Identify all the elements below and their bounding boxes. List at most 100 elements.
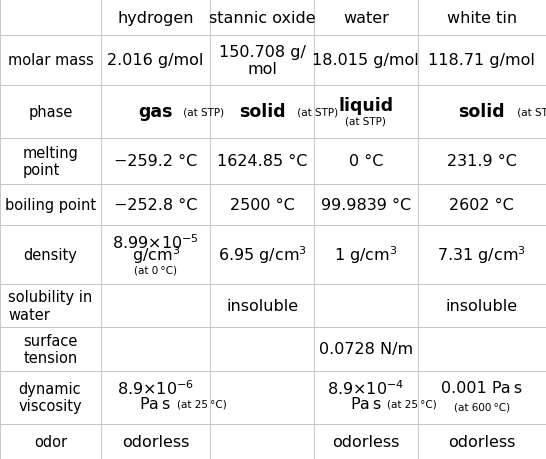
Text: 8.9$\times$10$^{-6}$: 8.9$\times$10$^{-6}$ bbox=[117, 378, 194, 397]
Bar bbox=[0, 225, 101, 285]
Bar bbox=[418, 138, 546, 185]
Bar bbox=[314, 185, 418, 225]
Text: insoluble: insoluble bbox=[226, 298, 298, 313]
Text: (at STP): (at STP) bbox=[346, 116, 386, 126]
Bar bbox=[0, 328, 101, 371]
Text: 6.95 g/cm$^{3}$: 6.95 g/cm$^{3}$ bbox=[218, 244, 306, 266]
Bar bbox=[101, 285, 210, 328]
Text: 118.71 g/mol: 118.71 g/mol bbox=[429, 53, 535, 68]
Text: (at STP): (at STP) bbox=[294, 107, 338, 117]
Text: 0 °C: 0 °C bbox=[349, 154, 383, 169]
Text: solid: solid bbox=[459, 103, 505, 121]
Bar bbox=[314, 36, 418, 85]
Bar bbox=[314, 371, 418, 424]
Bar bbox=[101, 138, 210, 185]
Bar bbox=[418, 328, 546, 371]
Text: boiling point: boiling point bbox=[5, 198, 96, 213]
Bar bbox=[418, 36, 546, 85]
Text: dynamic
viscosity: dynamic viscosity bbox=[19, 381, 82, 414]
Bar bbox=[314, 0, 418, 36]
Text: solubility in
water: solubility in water bbox=[8, 290, 93, 322]
Bar bbox=[0, 138, 101, 185]
Text: 99.9839 °C: 99.9839 °C bbox=[321, 198, 411, 213]
Bar bbox=[418, 424, 546, 459]
Bar bbox=[101, 85, 210, 138]
Bar bbox=[101, 36, 210, 85]
Text: 231.9 °C: 231.9 °C bbox=[447, 154, 517, 169]
Bar bbox=[314, 285, 418, 328]
Bar bbox=[0, 36, 101, 85]
Text: Pa s: Pa s bbox=[351, 396, 381, 411]
Text: surface
tension: surface tension bbox=[23, 333, 78, 365]
Bar bbox=[101, 328, 210, 371]
Bar bbox=[210, 225, 314, 285]
Text: 8.99$\times$10$^{-5}$: 8.99$\times$10$^{-5}$ bbox=[112, 233, 199, 252]
Text: 1624.85 °C: 1624.85 °C bbox=[217, 154, 307, 169]
Bar bbox=[210, 371, 314, 424]
Text: density: density bbox=[23, 247, 78, 263]
Text: solid: solid bbox=[239, 103, 286, 121]
Text: (at 25 °C): (at 25 °C) bbox=[177, 398, 227, 409]
Bar bbox=[101, 371, 210, 424]
Bar bbox=[0, 371, 101, 424]
Bar bbox=[314, 138, 418, 185]
Text: phase: phase bbox=[28, 104, 73, 119]
Bar bbox=[101, 185, 210, 225]
Text: odor: odor bbox=[34, 434, 67, 449]
Text: g/cm$^{3}$: g/cm$^{3}$ bbox=[132, 244, 180, 266]
Text: odorless: odorless bbox=[332, 434, 400, 449]
Text: molar mass: molar mass bbox=[8, 53, 93, 68]
Text: water: water bbox=[343, 11, 389, 26]
Text: odorless: odorless bbox=[122, 434, 189, 449]
Bar bbox=[314, 225, 418, 285]
Text: (at STP): (at STP) bbox=[514, 107, 546, 117]
Bar bbox=[210, 185, 314, 225]
Text: Pa s: Pa s bbox=[140, 396, 171, 411]
Text: 0.0728 N/m: 0.0728 N/m bbox=[319, 341, 413, 357]
Text: 2.016 g/mol: 2.016 g/mol bbox=[108, 53, 204, 68]
Text: white tin: white tin bbox=[447, 11, 517, 26]
Text: −259.2 °C: −259.2 °C bbox=[114, 154, 197, 169]
Bar bbox=[210, 36, 314, 85]
Text: liquid: liquid bbox=[339, 96, 393, 114]
Bar bbox=[418, 85, 546, 138]
Bar bbox=[418, 185, 546, 225]
Bar bbox=[210, 328, 314, 371]
Bar bbox=[314, 328, 418, 371]
Text: 150.708 g/
mol: 150.708 g/ mol bbox=[218, 45, 306, 77]
Bar bbox=[101, 424, 210, 459]
Text: 8.9$\times$10$^{-4}$: 8.9$\times$10$^{-4}$ bbox=[327, 378, 405, 397]
Text: insoluble: insoluble bbox=[446, 298, 518, 313]
Bar bbox=[101, 225, 210, 285]
Text: melting
point: melting point bbox=[22, 146, 79, 178]
Text: (at 25 °C): (at 25 °C) bbox=[387, 398, 437, 409]
Text: 18.015 g/mol: 18.015 g/mol bbox=[312, 53, 419, 68]
Bar bbox=[418, 371, 546, 424]
Text: 7.31 g/cm$^{3}$: 7.31 g/cm$^{3}$ bbox=[437, 244, 526, 266]
Text: 1 g/cm$^{3}$: 1 g/cm$^{3}$ bbox=[334, 244, 397, 266]
Text: 2500 °C: 2500 °C bbox=[230, 198, 294, 213]
Text: gas: gas bbox=[138, 103, 173, 121]
Text: 2602 °C: 2602 °C bbox=[449, 198, 514, 213]
Text: (at STP): (at STP) bbox=[180, 107, 224, 117]
Text: odorless: odorless bbox=[448, 434, 515, 449]
Bar bbox=[0, 285, 101, 328]
Text: stannic oxide: stannic oxide bbox=[209, 11, 316, 26]
Bar bbox=[314, 85, 418, 138]
Bar bbox=[0, 424, 101, 459]
Bar bbox=[418, 225, 546, 285]
Bar bbox=[0, 185, 101, 225]
Text: (at 600 °C): (at 600 °C) bbox=[454, 402, 510, 412]
Text: (at 0 °C): (at 0 °C) bbox=[134, 265, 177, 275]
Text: hydrogen: hydrogen bbox=[117, 11, 194, 26]
Bar bbox=[101, 0, 210, 36]
Bar bbox=[418, 0, 546, 36]
Bar bbox=[210, 0, 314, 36]
Bar bbox=[210, 138, 314, 185]
Bar bbox=[314, 424, 418, 459]
Bar bbox=[210, 85, 314, 138]
Text: 0.001 Pa s: 0.001 Pa s bbox=[441, 380, 523, 395]
Bar bbox=[418, 285, 546, 328]
Bar bbox=[0, 0, 101, 36]
Bar bbox=[0, 85, 101, 138]
